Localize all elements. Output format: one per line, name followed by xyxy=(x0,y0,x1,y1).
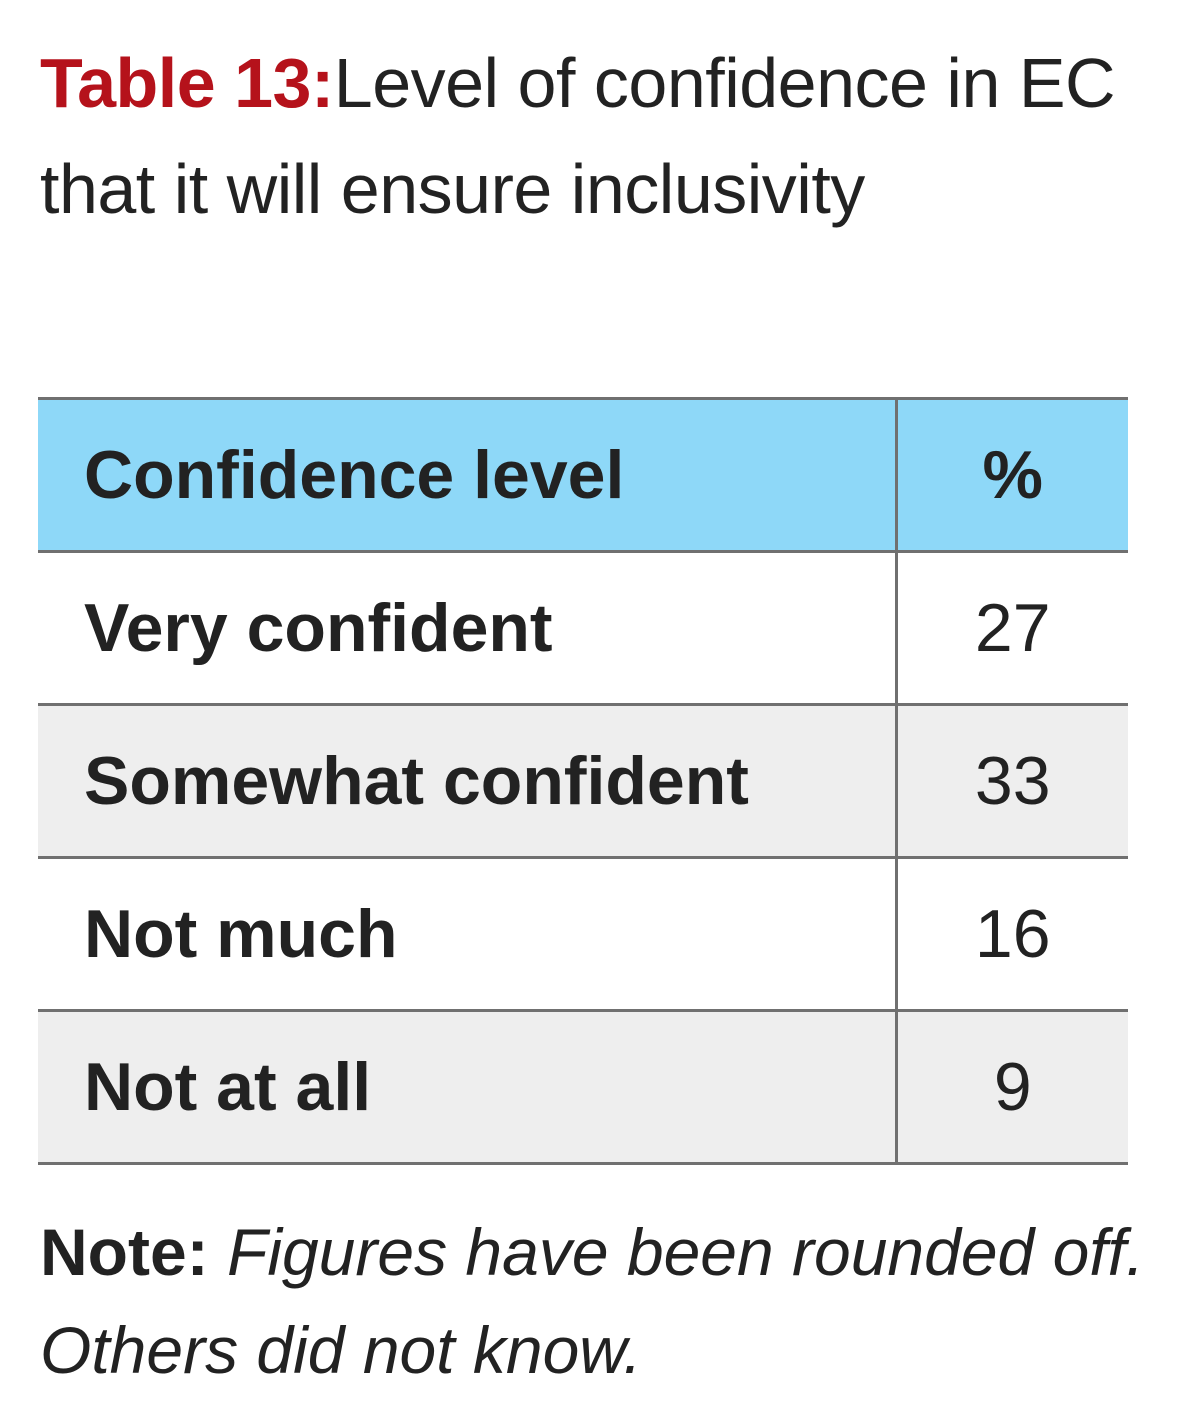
row-value: 9 xyxy=(896,1009,1128,1165)
row-label: Very confident xyxy=(38,550,898,706)
row-label: Not at all xyxy=(38,1009,898,1165)
table-row: Very confident 27 xyxy=(38,550,1128,706)
data-table: Confidence level % Very confident 27 Som… xyxy=(38,397,1128,1165)
row-value: 33 xyxy=(896,703,1128,859)
row-value: 27 xyxy=(896,550,1128,706)
table-row: Not at all 9 xyxy=(38,1009,1128,1165)
note-label: Note: xyxy=(40,1215,209,1289)
table-header-row: Confidence level % xyxy=(38,397,1128,553)
table-title: Table 13:Level of confidence in EC that … xyxy=(40,30,1160,242)
row-label: Not much xyxy=(38,856,898,1012)
table-note: Note: Figures have been rounded off. Oth… xyxy=(40,1203,1180,1399)
confidence-table: Confidence level % Very confident 27 Som… xyxy=(38,397,1128,1165)
note-text: Figures have been rounded off. Others di… xyxy=(40,1215,1145,1387)
column-header-confidence-level: Confidence level xyxy=(38,397,898,553)
column-header-percent: % xyxy=(896,397,1128,553)
table-number-label: Table 13: xyxy=(40,44,334,122)
table-row: Somewhat confident 33 xyxy=(38,703,1128,859)
row-label: Somewhat confident xyxy=(38,703,898,859)
row-value: 16 xyxy=(896,856,1128,1012)
table-title-text: Level of confidence in EC that it will e… xyxy=(40,44,1116,228)
table-row: Not much 16 xyxy=(38,856,1128,1012)
